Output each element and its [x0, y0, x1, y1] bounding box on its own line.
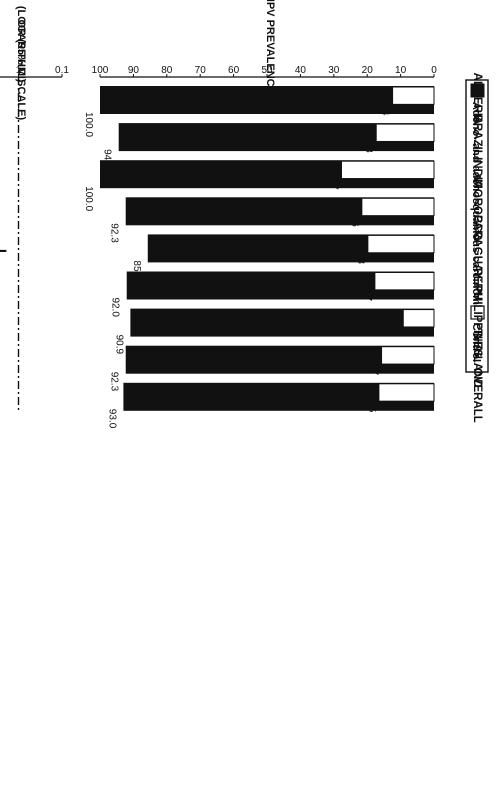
- case-value-label: 100.0: [83, 186, 94, 211]
- control-bar: [392, 86, 435, 105]
- prevalence-tick-label: 70: [195, 65, 207, 76]
- country-label: PARAGUAY: [471, 215, 483, 279]
- or-tick-label: 0.1: [55, 65, 69, 76]
- prevalence-tick-label: 20: [362, 65, 374, 76]
- control-bar: [402, 309, 435, 328]
- prevalence-axis-title: HPV PREVALENCE (%): [264, 0, 276, 114]
- case-value-label: 92.3: [109, 223, 120, 243]
- chart-legend: Adeno- and adenosquamous carcinoma Contr…: [465, 79, 489, 373]
- control-value-label: 16.5: [366, 393, 377, 413]
- control-bar: [381, 346, 435, 365]
- legend-control-swatch: [470, 305, 485, 320]
- legend-case-swatch: [470, 83, 485, 98]
- control-value-label: 21.6: [349, 207, 360, 227]
- case-bar: [130, 308, 434, 337]
- legend-control-label: Control: [470, 323, 482, 362]
- control-bar: [367, 234, 435, 254]
- country-label: PHILIPPINES: [471, 285, 483, 357]
- country-label: ALGERIA: [471, 73, 483, 125]
- case-bar: [126, 271, 434, 300]
- case-bar: [100, 86, 434, 114]
- country-label: MOROCCO: [471, 179, 483, 240]
- control-value-label: 15.7: [369, 356, 380, 376]
- case-value-label: 94.4: [102, 149, 113, 169]
- case-bar: [147, 234, 434, 263]
- control-value-label: 9.2: [390, 319, 401, 333]
- country-label: PERU: [471, 268, 483, 300]
- prevalence-tick-label: 80: [161, 65, 173, 76]
- control-value-label: 12.4: [380, 96, 391, 116]
- control-value-label: 27.7: [328, 170, 339, 190]
- case-value-label: 90.9: [113, 335, 124, 355]
- or-axis-title: OR (95% CI): [15, 20, 27, 83]
- prevalence-tick-label: 30: [328, 65, 340, 76]
- case-value-label: 85.7: [131, 260, 142, 280]
- control-value-label: 17.3: [363, 133, 374, 153]
- control-value-label: 19.8: [355, 244, 366, 264]
- legend-box: [465, 79, 489, 373]
- country-label: INDIA: [471, 157, 483, 188]
- prevalence-tick-label: 90: [128, 65, 140, 76]
- legend-case-label: Adeno- and adenosquamous carcinoma: [470, 102, 482, 312]
- case-value-label: 92.3: [109, 372, 120, 392]
- control-bar: [340, 160, 435, 180]
- control-value-label: 17.7: [362, 282, 373, 302]
- control-bar: [375, 123, 435, 142]
- or-axis-subtitle: (LOGARITHM SCALE): [15, 6, 27, 121]
- control-bar: [361, 197, 435, 217]
- country-label: OVERALL: [471, 368, 483, 423]
- prevalence-tick-label: 10: [395, 65, 407, 76]
- prevalence-tick-label: 50: [261, 65, 273, 76]
- prevalence-tick-label: 60: [228, 65, 240, 76]
- control-bar: [378, 383, 435, 402]
- case-bar: [118, 123, 434, 152]
- case-value-label: 100.0: [83, 112, 94, 137]
- country-label: BRAZIL: [471, 115, 483, 157]
- case-value-label: 93.0: [106, 409, 117, 429]
- case-bar: [125, 197, 434, 226]
- case-bar: [123, 382, 434, 411]
- prevalence-tick-label: 100: [92, 65, 109, 76]
- case-bar: [125, 345, 434, 374]
- prevalence-tick-label: 40: [295, 65, 307, 76]
- country-label: THAILAND: [471, 329, 483, 388]
- or-tick-label: 1: [16, 65, 22, 76]
- control-bar: [374, 272, 435, 291]
- case-value-label: 92.0: [110, 298, 121, 318]
- prevalence-tick-label: 0: [431, 65, 437, 76]
